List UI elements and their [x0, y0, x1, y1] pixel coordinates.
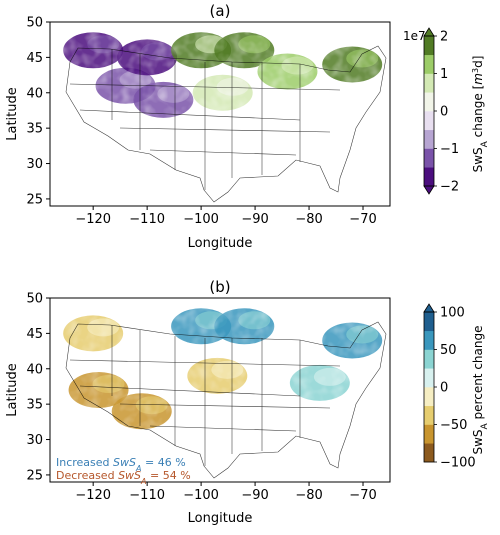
y-tick-label-a-5: 50	[26, 16, 43, 31]
colorbar-tick-label-a-2: 0	[440, 105, 448, 120]
colorbar-segment-b-7	[424, 312, 434, 332]
colorbar-segment-a-0	[424, 167, 434, 187]
colorbar-tick-label-a-1: 1	[440, 67, 448, 82]
colorbar-segment-b-3	[424, 387, 434, 407]
y-tick-label-a-4: 45	[26, 51, 43, 66]
colorbar-segment-b-2	[424, 405, 434, 425]
annotation-decreased: Decreased SwSA = 54 %	[56, 469, 191, 486]
y-tick-label-b-5: 50	[26, 292, 43, 307]
colorbar-label-a: SwSA change [m3d]	[471, 56, 491, 173]
x-tick-label-b-5: −70	[349, 488, 376, 503]
x-tick-label-b-2: −100	[183, 488, 219, 503]
y-tick-label-b-1: 30	[26, 433, 43, 448]
y-axis-label-b: Latitude	[5, 363, 20, 417]
panel-b-title: (b)	[209, 278, 230, 296]
x-tick-label-b-3: −90	[241, 488, 268, 503]
axes-a: −120 −110 −100 −90 −80 −70 25 30 35 40 45 50	[26, 16, 376, 228]
colorbar-tick-label-a-3: −1	[440, 142, 459, 157]
annotation-increased: Increased SwSA = 46 %	[56, 456, 186, 473]
colorbar-tick-label-b-0: 100	[440, 306, 465, 321]
colorbar-segment-b-6	[424, 330, 434, 350]
colorbar-segment-b-4	[424, 368, 434, 388]
x-tick-label-a-0: −120	[75, 212, 111, 227]
y-tick-label-b-4: 45	[26, 327, 43, 342]
axes-b: −120 −110 −100 −90 −80 −70 25 30 35 40 45 50	[26, 292, 376, 504]
x-axis-label-a: Longitude	[188, 236, 253, 251]
colorbar-tick-label-a-0: 2	[440, 30, 448, 45]
y-tick-label-a-2: 35	[26, 122, 43, 137]
colorbar-segment-a-6	[424, 54, 434, 74]
y-tick-label-a-1: 30	[26, 157, 43, 172]
x-tick-label-a-3: −90	[241, 212, 268, 227]
colorbar-segment-a-2	[424, 129, 434, 149]
x-tick-label-a-4: −80	[295, 212, 322, 227]
colorbar-segment-a-7	[424, 36, 434, 56]
colorbar-tick-label-a-4: −2	[440, 180, 459, 195]
colorbar-segment-a-5	[424, 73, 434, 93]
y-tick-label-b-3: 40	[26, 362, 43, 377]
colorbar-a: 2 1 0 −1 −2	[423, 27, 459, 195]
colorbar-segment-a-1	[424, 148, 434, 168]
x-tick-label-b-0: −120	[75, 488, 111, 503]
state-borders-b	[65, 321, 387, 479]
colorbar-tick-label-b-4: −100	[440, 456, 476, 471]
y-axis-label-a: Latitude	[5, 87, 20, 141]
x-tick-label-a-1: −110	[129, 212, 165, 227]
colorbar-tick-label-b-2: 0	[440, 381, 448, 396]
panel-a-title: (a)	[210, 2, 231, 20]
colorbar-tick-label-b-1: 50	[440, 343, 457, 358]
x-tick-label-a-5: −70	[349, 212, 376, 227]
colorbar-multiplier-a: 1e7	[403, 29, 426, 43]
colorbar-extend-max-b	[423, 303, 435, 313]
y-tick-label-b-2: 35	[26, 398, 43, 413]
x-tick-label-a-2: −100	[183, 212, 219, 227]
x-tick-label-b-1: −110	[129, 488, 165, 503]
colorbar-segment-b-5	[424, 349, 434, 369]
x-tick-label-b-4: −80	[295, 488, 322, 503]
colorbar-segment-a-4	[424, 92, 434, 112]
colorbar-b: 100 50 0 −50 −100	[423, 303, 476, 471]
y-tick-label-a-3: 40	[26, 86, 43, 101]
plot-frame-a	[49, 21, 391, 207]
map-a	[50, 22, 390, 206]
colorbar-segment-b-1	[424, 424, 434, 444]
colorbar-segment-b-0	[424, 443, 434, 463]
state-borders-a	[65, 45, 387, 203]
colorbar-segment-a-3	[424, 111, 434, 131]
plot-frame-b	[49, 297, 391, 483]
colorbar-label-b: SwSA percent change	[471, 326, 490, 455]
y-tick-label-a-0: 25	[26, 192, 43, 207]
colorbar-tick-label-b-3: −50	[440, 418, 467, 433]
y-tick-label-b-0: 25	[26, 468, 43, 483]
colorbar-extend-min-a	[423, 185, 435, 195]
panel-b: (b) −120 −110 −100 −90 −80 −70 25 30 35 40 45 50 Lo…	[5, 278, 490, 526]
x-axis-label-b: Longitude	[188, 511, 253, 526]
map-b	[50, 298, 390, 482]
